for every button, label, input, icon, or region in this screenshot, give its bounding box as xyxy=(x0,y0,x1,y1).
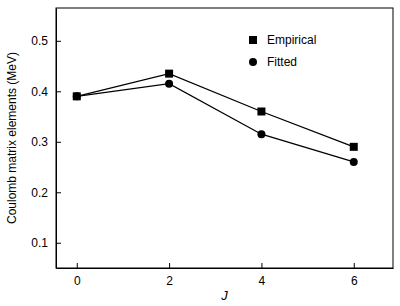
x-tick-label: 0 xyxy=(74,274,81,288)
y-tick-mark xyxy=(56,243,61,244)
data-point xyxy=(350,143,358,151)
y-tick: 0.2 xyxy=(31,186,61,200)
plot-area xyxy=(73,70,358,166)
y-tick: 0.1 xyxy=(31,236,61,250)
legend-marker xyxy=(249,36,257,44)
series-line xyxy=(77,74,354,147)
legend-marker xyxy=(249,58,257,66)
legend: Empirical Fitted xyxy=(249,33,316,69)
x-axis: 0 2 4 6 xyxy=(57,263,394,288)
y-tick-label: 0.5 xyxy=(31,34,48,48)
data-point xyxy=(257,130,265,138)
x-tick-mark xyxy=(354,263,355,268)
legend-label: Empirical xyxy=(267,33,316,47)
y-axis-title: Coulomb matrix elements (MeV) xyxy=(5,52,19,224)
data-point xyxy=(165,70,173,78)
chart-svg: 0 2 4 6 0.1 0.2 0.3 0.4 0.5 J Coulomb matrix eleme… xyxy=(0,0,400,306)
y-axis: 0.1 0.2 0.3 0.4 0.5 xyxy=(31,9,61,269)
y-tick-label: 0.3 xyxy=(31,135,48,149)
y-tick-mark xyxy=(56,91,61,92)
x-tick-mark xyxy=(77,263,78,268)
x-tick-label: 2 xyxy=(166,274,173,288)
y-tick-label: 0.2 xyxy=(31,186,48,200)
y-axis-line xyxy=(56,9,57,269)
y-tick-mark xyxy=(56,192,61,193)
x-axis-line xyxy=(57,268,394,269)
y-tick-mark xyxy=(56,41,61,42)
x-tick: 4 xyxy=(259,263,266,288)
y-tick: 0.4 xyxy=(31,85,61,99)
x-axis-title: J xyxy=(220,288,228,303)
legend-label: Fitted xyxy=(267,55,297,69)
data-point xyxy=(73,92,81,100)
data-point xyxy=(257,107,265,115)
data-point xyxy=(73,92,81,100)
y-tick-mark xyxy=(56,142,61,143)
plot-frame xyxy=(56,8,393,268)
data-point xyxy=(165,80,173,88)
x-tick: 2 xyxy=(166,263,173,288)
x-tick-label: 6 xyxy=(351,274,358,288)
data-point xyxy=(350,158,358,166)
y-tick: 0.5 xyxy=(31,34,61,48)
x-tick-mark xyxy=(169,263,170,268)
x-tick: 6 xyxy=(351,263,358,288)
y-tick-label: 0.1 xyxy=(31,236,48,250)
y-tick-label: 0.4 xyxy=(31,85,48,99)
series-line xyxy=(77,84,354,162)
x-tick: 0 xyxy=(74,263,81,288)
x-tick-mark xyxy=(261,263,262,268)
y-tick: 0.3 xyxy=(31,135,61,149)
x-tick-label: 4 xyxy=(259,274,266,288)
